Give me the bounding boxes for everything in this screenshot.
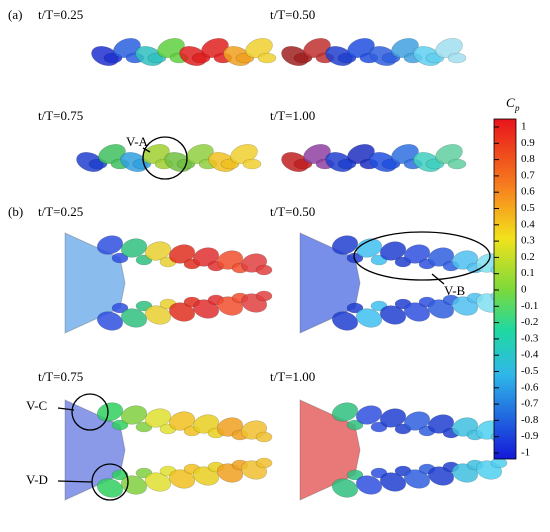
colorbar-tick-label: 0.8: [521, 153, 535, 165]
vortex: [120, 238, 148, 258]
annotation: V-A: [126, 134, 149, 149]
colorbar-tick-label: 0: [521, 284, 527, 296]
vortex: [379, 472, 407, 492]
colorbar: [493, 118, 517, 460]
vortex: [111, 419, 129, 431]
annotation: V-D: [26, 472, 48, 487]
colorbar-tick-label: 0.2: [521, 251, 535, 263]
time-label: t/T=0.75: [38, 108, 83, 123]
panel-label: (a): [8, 7, 22, 22]
vortex: [331, 235, 359, 255]
vortex-renderings: [64, 37, 508, 501]
vortex: [490, 457, 508, 469]
colorbar-tick-label: 0.4: [521, 218, 535, 230]
vortex: [257, 52, 277, 64]
colorbar-title-sub: p: [514, 103, 520, 113]
vortex: [346, 419, 364, 431]
vortex: [111, 302, 129, 314]
vortex: [346, 469, 364, 481]
vortex: [255, 290, 273, 302]
vortex: [331, 402, 359, 422]
vortex: [111, 252, 129, 264]
vortex: [355, 475, 383, 495]
vortex: [379, 408, 407, 428]
colorbar-tick-label: -0.7: [521, 398, 539, 410]
colorbar-tick-label: 0.9: [521, 137, 535, 149]
vortex: [379, 305, 407, 325]
time-label: t/T=1.00: [270, 108, 315, 123]
vortex: [355, 405, 383, 425]
colorbar-tick-label: -0.2: [521, 316, 538, 328]
vortex: [346, 302, 364, 314]
vortex: [144, 408, 172, 428]
colorbar-tick-label: -0.3: [521, 332, 539, 344]
colorbar-tick-label: -0.4: [521, 349, 539, 361]
vortex: [144, 241, 172, 261]
vortex: [255, 431, 273, 443]
vortex: [242, 158, 262, 170]
vortex: [96, 402, 124, 422]
time-label: t/T=0.25: [38, 7, 83, 22]
vortex: [331, 311, 359, 331]
colorbar-tick-label: -0.6: [521, 381, 539, 393]
colorbar-tick-label: -0.1: [521, 300, 538, 312]
vortex: [255, 457, 273, 469]
vortex: [331, 478, 359, 498]
vortex: [355, 308, 383, 328]
time-label: t/T=0.50: [270, 204, 315, 219]
vortex: [447, 52, 467, 64]
vortex: [120, 405, 148, 425]
vortex: [447, 158, 467, 170]
colorbar-tick-label: 0.1: [521, 267, 535, 279]
vortex: [111, 469, 129, 481]
vortex: [96, 478, 124, 498]
annotation: V-C: [26, 398, 47, 413]
colorbar-title: C: [506, 95, 515, 110]
vortex: [96, 311, 124, 331]
vortex: [355, 238, 383, 258]
vortex: [96, 235, 124, 255]
colorbar-tick-label: -1: [521, 447, 530, 459]
panel-label: (b): [8, 204, 23, 219]
time-label: t/T=0.75: [38, 369, 83, 384]
colorbar-tick-label: 0.6: [521, 186, 535, 198]
time-label: t/T=1.00: [270, 369, 315, 384]
vortex: [144, 305, 172, 325]
colorbar-tick-label: 1: [521, 121, 527, 133]
colorbar-tick-label: 0.5: [521, 202, 535, 214]
annotation: V-B: [444, 283, 466, 298]
time-label: t/T=0.25: [38, 204, 83, 219]
colorbar-tick-label: -0.8: [521, 414, 539, 426]
colorbar-tick-label: -0.9: [521, 430, 539, 442]
time-label: t/T=0.50: [270, 7, 315, 22]
vortex: [144, 472, 172, 492]
vortex: [379, 241, 407, 261]
colorbar-tick-label: 0.7: [521, 169, 535, 181]
colorbar-tick-label: 0.3: [521, 235, 535, 247]
vortex: [120, 308, 148, 328]
annotation-marks: [57, 136, 491, 501]
colorbar-tick-label: -0.5: [521, 365, 539, 377]
vortex: [255, 264, 273, 276]
